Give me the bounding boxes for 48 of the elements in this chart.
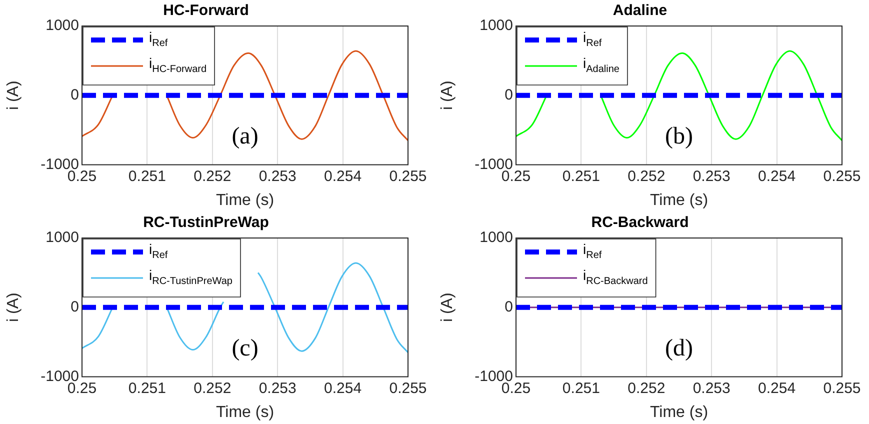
x-tick-label: 0.253 [692, 380, 730, 397]
chart-title: HC-Forward [163, 2, 249, 20]
annotation: (d) [665, 335, 693, 362]
y-tick-label: 0 [504, 298, 513, 316]
x-tick-label: 0.252 [628, 380, 666, 397]
x-tick-label: 0.255 [389, 168, 427, 185]
x-tick-label: 0.251 [128, 380, 166, 397]
y-tick-label: 0 [70, 298, 79, 316]
x-tick-label: 0.253 [258, 380, 296, 397]
y-tick-label: 0 [504, 86, 513, 104]
y-tick-label: 1000 [46, 17, 79, 34]
x-tick-label: 0.251 [562, 168, 600, 185]
x-tick-label: 0.25 [67, 380, 97, 397]
annotation: (b) [665, 123, 693, 150]
annotation: (c) [232, 335, 258, 362]
x-tick-label: 0.254 [758, 380, 796, 397]
chart-title: RC-Backward [591, 214, 689, 232]
x-tick-label: 0.253 [258, 168, 296, 185]
y-tick-label: 1000 [46, 229, 79, 246]
y-tick-label: 1000 [480, 17, 513, 34]
x-tick-label: 0.25 [501, 168, 531, 185]
y-axis-title: i (A) [5, 80, 22, 110]
x-tick-label: 0.255 [823, 168, 861, 185]
annotation: (a) [232, 123, 258, 150]
x-tick-label: 0.251 [128, 168, 166, 185]
chart-title: Adaline [612, 2, 668, 20]
x-tick-label: 0.25 [67, 168, 97, 185]
x-tick-label: 0.254 [324, 168, 362, 185]
x-tick-label: 0.254 [758, 168, 796, 185]
x-axis-title: Time (s) [216, 404, 274, 421]
x-axis-title: Time (s) [650, 192, 708, 209]
x-tick-label: 0.254 [324, 380, 362, 397]
x-tick-label: 0.251 [562, 380, 600, 397]
y-axis-title: i (A) [439, 80, 456, 110]
y-axis-title: i (A) [439, 292, 456, 322]
y-tick-label: 1000 [480, 229, 513, 246]
x-axis-title: Time (s) [650, 404, 708, 421]
y-tick-label: 0 [70, 86, 79, 104]
x-tick-label: 0.253 [692, 168, 730, 185]
x-tick-label: 0.25 [501, 380, 531, 397]
y-axis-title: i (A) [5, 292, 22, 322]
x-tick-label: 0.255 [823, 380, 861, 397]
chart-title: RC-TustinPreWap [143, 214, 269, 232]
x-tick-label: 0.252 [628, 168, 666, 185]
x-axis-title: Time (s) [216, 192, 274, 209]
x-tick-label: 0.252 [194, 168, 232, 185]
x-tick-label: 0.255 [389, 380, 427, 397]
x-tick-label: 0.252 [194, 380, 232, 397]
